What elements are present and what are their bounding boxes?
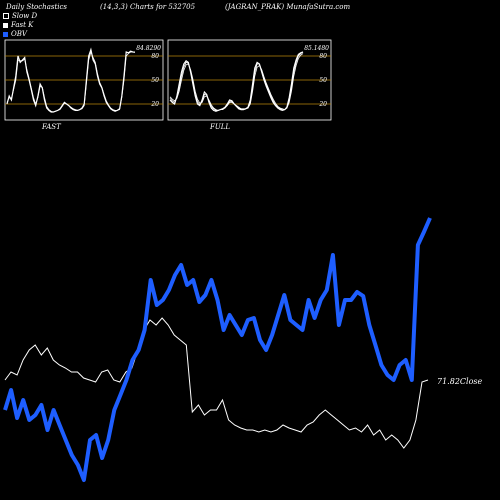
legend-item-obv: OBV <box>3 30 27 38</box>
legend-swatch-fast-k <box>3 22 8 28</box>
level-label-fast-20: 20 <box>150 101 159 108</box>
last-value-full: 85.1480 <box>304 45 329 52</box>
legend-label-obv: OBV <box>11 30 27 38</box>
stoch-line-full-2 <box>169 53 304 111</box>
panel-title-fast: FAST <box>41 123 62 131</box>
legend-item-slow-d: Slow D <box>3 12 37 20</box>
level-label-fast-50: 50 <box>151 77 159 84</box>
last-value-fast: 84.8290 <box>136 45 161 52</box>
legend-label-fast-k: Fast K <box>11 21 34 29</box>
stoch-line-fast-1 <box>6 50 136 113</box>
level-label-full-50: 50 <box>319 77 327 84</box>
legend-swatch-obv <box>3 31 8 37</box>
stoch-line-full-1 <box>169 51 304 111</box>
header-source: (JAGRAN_PRAK) MunafaSutra.com <box>225 3 351 11</box>
close-label: 71.82Close <box>437 377 483 386</box>
header-params: (14,3,3) Charts for 532705 <box>100 3 196 11</box>
header-indicator-title: Daily Stochastics <box>6 3 68 11</box>
panel-title-full: FULL <box>209 123 230 131</box>
obv-line <box>3 217 432 482</box>
level-label-fast-80: 80 <box>151 53 159 60</box>
legend-label-slow-d: Slow D <box>12 12 38 20</box>
level-label-full-20: 20 <box>318 101 327 108</box>
legend-swatch-slow-d <box>3 13 9 19</box>
close-price-line <box>4 317 429 449</box>
stoch-line-fast-0 <box>6 47 136 113</box>
level-label-full-80: 80 <box>319 53 327 60</box>
legend-item-fast-k: Fast K <box>3 21 33 29</box>
